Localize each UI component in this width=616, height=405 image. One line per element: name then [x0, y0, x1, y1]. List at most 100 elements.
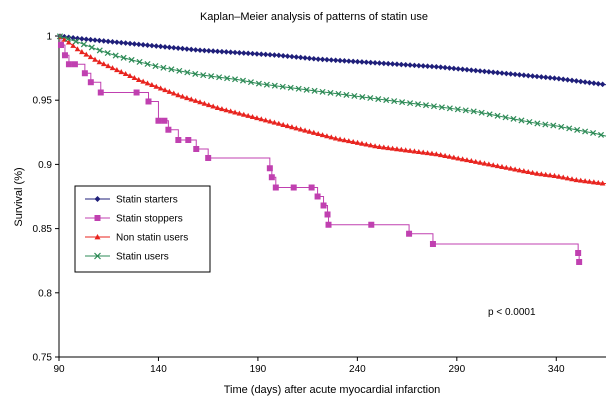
- triangle-marker: [529, 169, 536, 175]
- triangle-marker: [179, 93, 186, 99]
- triangle-marker: [227, 108, 234, 114]
- triangle-marker: [437, 152, 444, 158]
- triangle-marker: [468, 157, 475, 164]
- x-marker: [303, 86, 310, 93]
- triangle-marker: [429, 150, 435, 156]
- x-marker: [470, 108, 477, 115]
- x-marker: [295, 85, 302, 92]
- x-marker: [598, 131, 605, 138]
- diamond-marker: [512, 71, 518, 78]
- x-marker: [502, 114, 509, 121]
- diamond-marker: [83, 36, 90, 43]
- x-marker: [422, 102, 430, 109]
- triangle-marker: [157, 85, 164, 91]
- diamond-marker: [87, 36, 94, 43]
- x-marker: [184, 69, 191, 76]
- diamond-marker: [477, 68, 483, 74]
- diamond-marker: [280, 52, 286, 59]
- triangle-marker: [122, 71, 129, 77]
- diamond-marker: [175, 45, 181, 51]
- triangle-marker: [599, 180, 606, 186]
- x-marker: [224, 75, 231, 82]
- diamond-marker: [74, 35, 81, 42]
- triangle-marker: [289, 124, 295, 130]
- legend-label: Statin stoppers: [116, 214, 183, 225]
- square-marker: [155, 117, 162, 124]
- diamond-marker: [267, 51, 273, 58]
- x-tick-label: 140: [150, 364, 167, 375]
- x-marker: [454, 106, 461, 113]
- triangle-marker: [236, 110, 243, 116]
- x-marker: [112, 52, 119, 59]
- diamond-marker: [157, 43, 164, 50]
- triangle-marker: [201, 100, 208, 106]
- triangle-marker: [297, 126, 304, 132]
- diamond-marker: [197, 47, 203, 54]
- triangle-marker: [232, 109, 238, 115]
- x-marker: [446, 105, 453, 112]
- diamond-marker: [144, 42, 151, 49]
- triangle-marker: [551, 172, 558, 178]
- diamond-marker: [341, 58, 348, 64]
- diamond-marker: [337, 57, 343, 64]
- x-marker: [574, 126, 581, 133]
- square-marker: [185, 137, 192, 144]
- triangle-marker: [534, 170, 540, 176]
- legend-item: Statin starters: [85, 195, 178, 206]
- x-marker: [96, 47, 103, 54]
- triangle-marker: [464, 157, 470, 163]
- triangle-marker: [153, 83, 160, 89]
- diamond-marker: [385, 60, 391, 67]
- triangle-marker: [271, 119, 278, 125]
- diamond-marker: [529, 73, 536, 79]
- triangle-marker: [324, 133, 330, 139]
- diamond-marker: [192, 47, 199, 53]
- diamond-marker: [595, 80, 602, 87]
- triangle-marker: [407, 147, 413, 153]
- diamond-marker: [367, 59, 374, 66]
- diamond-marker: [79, 36, 85, 42]
- triangle-marker: [149, 82, 155, 88]
- diamond-marker: [311, 55, 317, 62]
- legend-label: Non statin users: [116, 233, 188, 244]
- triangle-marker: [350, 138, 356, 145]
- diamond-marker: [223, 49, 230, 55]
- diamond-marker: [376, 60, 383, 66]
- x-marker: [279, 83, 286, 90]
- x-marker: [558, 123, 565, 130]
- triangle-marker: [542, 171, 549, 177]
- triangle-marker: [394, 146, 400, 152]
- legend-item: Statin stoppers: [85, 214, 183, 225]
- diamond-marker: [271, 52, 278, 58]
- square-marker: [266, 165, 273, 172]
- triangle-marker: [306, 128, 313, 134]
- triangle-marker: [79, 49, 85, 55]
- y-tick-label: 0.75: [33, 353, 53, 364]
- diamond-marker: [214, 48, 221, 55]
- triangle-marker: [507, 165, 514, 171]
- diamond-marker: [315, 56, 321, 62]
- x-marker: [136, 58, 143, 65]
- triangle-marker: [94, 234, 101, 240]
- diamond-marker: [306, 55, 313, 62]
- diamond-marker: [481, 68, 488, 75]
- x-marker: [351, 92, 358, 99]
- diamond-marker: [451, 65, 457, 72]
- x-marker: [542, 121, 549, 128]
- square-marker: [205, 154, 212, 161]
- x-marker: [590, 129, 597, 137]
- diamond-marker: [131, 41, 138, 47]
- triangle-marker: [114, 67, 120, 73]
- legend-item: Statin users: [85, 252, 169, 263]
- diamond-marker: [70, 35, 76, 41]
- diamond-marker: [577, 78, 584, 85]
- triangle-marker: [315, 130, 321, 136]
- triangle-marker: [337, 136, 343, 142]
- diamond-marker: [573, 78, 580, 84]
- triangle-marker: [96, 59, 103, 65]
- series-line: [58, 35, 607, 185]
- triangle-marker: [477, 159, 483, 165]
- square-marker: [320, 202, 327, 209]
- y-tick-label: 0.95: [33, 96, 53, 107]
- triangle-marker: [170, 90, 177, 96]
